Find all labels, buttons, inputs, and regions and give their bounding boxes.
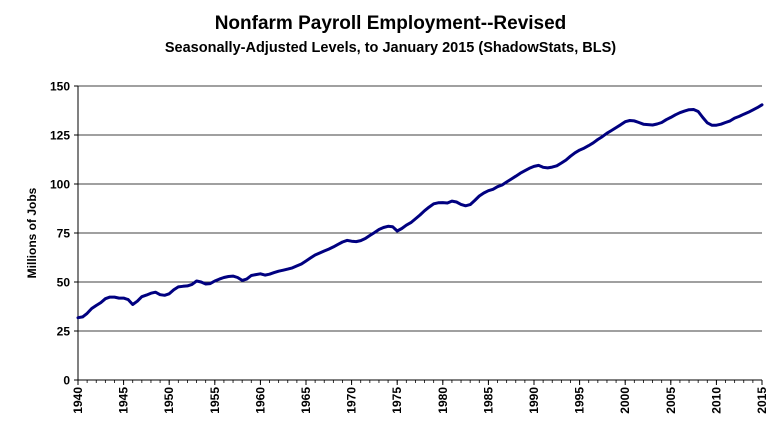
chart-title: Nonfarm Payroll Employment--Revised xyxy=(214,13,567,34)
y-tick-label-50: 50 xyxy=(57,276,71,290)
x-tick-label-1965: 1965 xyxy=(299,387,313,414)
gridlines xyxy=(78,85,762,332)
x-tick-label-1940: 1940 xyxy=(71,387,85,414)
x-tick-label-1945: 1945 xyxy=(117,387,131,414)
x-tick-label-2000: 2000 xyxy=(618,387,632,414)
x-tick-label-1955: 1955 xyxy=(208,387,222,414)
x-tick-label-1995: 1995 xyxy=(573,387,587,414)
x-tick-label-2005: 2005 xyxy=(664,387,678,414)
x-tick-label-1960: 1960 xyxy=(253,387,267,414)
x-tick-label-1970: 1970 xyxy=(345,387,359,414)
series-line-0 xyxy=(76,103,764,320)
x-tick-label-2015: 2015 xyxy=(755,387,769,414)
series-layer xyxy=(76,103,764,320)
x-tick-label-1950: 1950 xyxy=(162,387,176,414)
chart-subtitle: Seasonally-Adjusted Levels, to January 2… xyxy=(164,40,617,56)
x-tick-label-1975: 1975 xyxy=(390,387,404,414)
x-tick-label-1985: 1985 xyxy=(481,387,495,414)
x-tick-label-1980: 1980 xyxy=(436,387,450,414)
y-tick-label-25: 25 xyxy=(57,325,71,339)
y-tick-label-0: 0 xyxy=(63,374,70,388)
y-tick-label-75: 75 xyxy=(57,227,71,241)
y-axis-label: Millions of Jobs xyxy=(25,187,39,278)
y-axis: 0 25 50 75 100 125 150 xyxy=(50,80,78,388)
x-tick-label-2010: 2010 xyxy=(709,387,723,414)
y-tick-label-100: 100 xyxy=(50,178,70,192)
y-tick-label-125: 125 xyxy=(50,129,70,143)
x-axis: 1940 1945 1950 1955 1960 1965 1970 1975 1980 1985… xyxy=(71,380,769,414)
y-tick-label-150: 150 xyxy=(50,80,70,94)
x-tick-label-1990: 1990 xyxy=(527,387,541,414)
